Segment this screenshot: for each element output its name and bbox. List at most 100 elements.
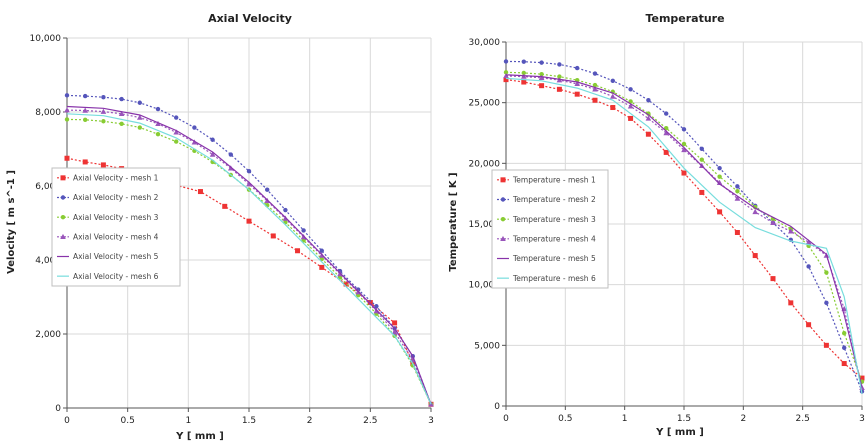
data-point [500, 177, 506, 183]
data-point [295, 248, 301, 254]
data-point [83, 117, 88, 122]
data-point [539, 60, 544, 65]
y-axis-label: Velocity [ m s^-1 ] [6, 170, 17, 274]
legend-label: Temperature - mesh 4 [512, 235, 596, 244]
data-point [735, 184, 740, 189]
legend-item: Axial Velocity - mesh 1 [57, 174, 159, 183]
x-tick-label: 1 [622, 414, 628, 424]
series-line [505, 77, 863, 395]
data-point [101, 119, 106, 124]
data-point [343, 281, 349, 287]
data-point [574, 80, 580, 87]
data-point [137, 114, 143, 120]
data-point [610, 105, 616, 111]
data-point [101, 95, 106, 100]
data-point [118, 110, 125, 117]
series-line [505, 75, 863, 388]
y-tick-label: 8,000 [35, 108, 61, 118]
data-point [60, 214, 66, 220]
data-point [100, 108, 107, 114]
data-point [500, 216, 506, 222]
legend-box [491, 169, 609, 289]
data-point [592, 86, 598, 92]
data-point [664, 125, 669, 131]
legend: Temperature - mesh 1 Temperature - mesh 2… [491, 169, 609, 289]
series-6 [505, 77, 863, 395]
data-point [503, 72, 509, 79]
data-point [500, 197, 506, 202]
legend-item: Axial Velocity - mesh 5 [57, 252, 159, 261]
y-tick-label: 2,000 [35, 330, 61, 340]
data-point [155, 132, 161, 137]
data-point [610, 93, 616, 99]
data-point [192, 125, 197, 130]
series [64, 93, 434, 407]
legend-label: Temperature - mesh 3 [512, 215, 596, 224]
data-point [100, 162, 106, 168]
data-point [628, 87, 633, 92]
data-point [823, 342, 829, 348]
data-point [575, 65, 580, 71]
data-point [82, 107, 88, 113]
data-point [246, 169, 252, 174]
y-tick-label: 10,000 [30, 34, 62, 44]
x-axis-label: Y [ mm ] [655, 427, 704, 438]
y-tick-label: 0 [55, 404, 61, 414]
data-point [155, 120, 161, 127]
legend-item: Temperature - mesh 5 [497, 254, 596, 263]
data-point [717, 209, 723, 215]
data-point [521, 70, 526, 76]
y-tick-label: 10,000 [469, 281, 501, 291]
data-point [824, 300, 829, 306]
data-point [717, 165, 722, 171]
y-tick-label: 4,000 [35, 256, 61, 266]
chart-title: Temperature [645, 12, 724, 25]
legend-label: Axial Velocity - mesh 4 [73, 233, 159, 242]
data-point [503, 59, 509, 64]
legend-label: Axial Velocity - mesh 3 [73, 213, 159, 222]
legend-item: Axial Velocity - mesh 2 [57, 193, 159, 202]
data-point [859, 375, 865, 381]
tick-labels: 0 0.5 1 1.5 2 2.5 3 0 2,000 4,000 6,000 8,000 10,000 [30, 34, 434, 426]
data-point [592, 71, 598, 76]
x-tick-label: 0.5 [558, 414, 572, 424]
data-point [663, 149, 669, 155]
data-point [197, 189, 203, 195]
data-point [716, 179, 723, 185]
data-point [246, 218, 252, 224]
series [503, 59, 865, 395]
data-point [770, 276, 776, 282]
data-point [806, 264, 811, 269]
legend-item: Temperature - mesh 2 [497, 195, 596, 204]
data-point [60, 233, 66, 240]
x-tick-label: 0 [64, 416, 70, 426]
data-point [500, 235, 506, 242]
x-tick-label: 2 [307, 416, 313, 426]
data-point [664, 111, 669, 116]
y-tick-label: 25,000 [469, 99, 501, 109]
legend-item: Temperature - mesh 4 [497, 235, 596, 244]
data-point [539, 71, 544, 77]
data-point [222, 203, 228, 209]
data-point [119, 96, 124, 102]
data-point [265, 187, 270, 192]
data-point [699, 146, 704, 151]
data-point [699, 157, 704, 162]
legend-item: Axial Velocity - mesh 3 [57, 213, 159, 222]
data-point [228, 152, 233, 157]
data-point [521, 79, 527, 85]
data-point [628, 115, 634, 121]
data-point [681, 146, 687, 153]
x-tick-label: 1.5 [677, 414, 691, 424]
data-point [574, 91, 580, 97]
x-tick-label: 3 [859, 414, 865, 424]
data-point [119, 121, 124, 127]
legend: Axial Velocity - mesh 1 Axial Velocity - … [51, 167, 181, 287]
series-2 [64, 93, 434, 407]
legend-item: Temperature - mesh 3 [497, 215, 596, 224]
data-point [557, 62, 562, 67]
data-point [806, 322, 812, 328]
y-tick-label: 5,000 [474, 341, 500, 351]
legend-label: Axial Velocity - mesh 5 [73, 252, 159, 261]
